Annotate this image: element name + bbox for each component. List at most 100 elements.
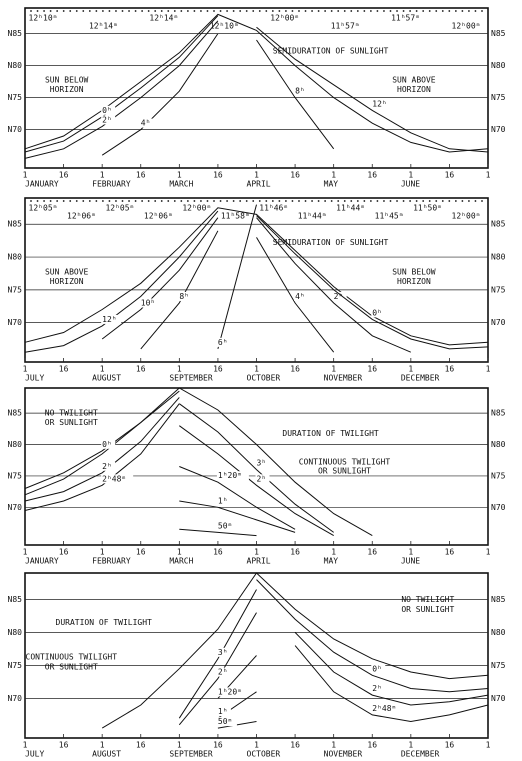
dot-row (369, 200, 372, 202)
curve (24, 390, 180, 489)
dot-row (43, 10, 45, 12)
dot-row (324, 200, 327, 202)
dot-row (134, 200, 137, 202)
dot-row (154, 10, 157, 12)
dot-row (448, 10, 451, 12)
dot-row (422, 10, 425, 12)
dot-row (350, 200, 353, 202)
x-tick-label: 1 (100, 548, 105, 557)
x-tick-label: 16 (59, 741, 69, 750)
dot-row (30, 10, 32, 12)
curve (256, 26, 489, 153)
curve-label: 8ʰ (179, 292, 189, 301)
dot-row (147, 10, 150, 12)
dot-row (481, 10, 483, 12)
curve-label-bg (371, 684, 386, 694)
x-tick-label: 1 (486, 548, 491, 557)
dot-row (154, 200, 157, 202)
x-tick-label: 1 (100, 741, 105, 750)
x-tick-label: 1 (177, 365, 182, 374)
curve-label: 2ʰ (102, 462, 112, 471)
month-label: OCTOBER (247, 374, 281, 383)
dot-row (115, 200, 117, 202)
y-tick-label: N85 (8, 595, 23, 604)
curve-label-bg (101, 439, 116, 449)
curve-label: 1ʰ20ᵐ (218, 471, 242, 480)
curve-label: 2ʰ48ᵐ (372, 704, 396, 713)
dot-row (376, 200, 379, 202)
x-tick-label: 16 (290, 365, 300, 374)
y-tick-label: N75 (8, 471, 23, 480)
curve-label-bg (216, 521, 237, 531)
dot-row (186, 200, 189, 202)
x-tick-label: 16 (367, 365, 377, 374)
dot-row (278, 200, 281, 202)
curve (294, 632, 489, 706)
dot-row (232, 200, 235, 202)
x-tick-label: 1 (177, 171, 182, 180)
time-label: 11ʰ46ᵐ (259, 204, 288, 213)
curve-label: 12ʰ (372, 99, 386, 108)
y-tick-label: N80 (8, 253, 23, 262)
curve-label: 1ʰ (218, 496, 228, 505)
dot-row (36, 10, 39, 12)
curve-label: 2ʰ48ᵐ (102, 474, 126, 483)
x-tick-label: 16 (445, 741, 455, 750)
y-tick-label: N70 (8, 125, 23, 134)
dot-row (304, 10, 307, 12)
y-tick-label-right: N80 (491, 628, 506, 637)
curve-label: 8ʰ (295, 87, 305, 96)
dot-row (206, 10, 209, 12)
curve (140, 230, 219, 350)
x-tick-label: 16 (213, 548, 223, 557)
dot-row (441, 10, 444, 12)
dot-row (36, 200, 39, 202)
curve-label-bg (139, 298, 160, 308)
annotation: NO TWILIGHT (401, 595, 454, 604)
dot-row (474, 10, 477, 12)
curve-label-bg (371, 703, 404, 713)
y-tick-label-right: N70 (491, 125, 506, 134)
curve-label-bg (294, 86, 309, 96)
dot-row (271, 10, 274, 12)
dot-row (75, 200, 78, 202)
curve (24, 210, 219, 353)
curve-label: 50ᵐ (218, 717, 232, 726)
dot-row (311, 200, 313, 202)
month-label: JANUARY (25, 557, 59, 566)
dot-row (121, 10, 124, 12)
x-tick-label: 16 (213, 365, 223, 374)
dot-row (422, 200, 425, 202)
dot-row (396, 10, 398, 12)
x-tick-label: 1 (408, 741, 413, 750)
dot-row (193, 200, 196, 202)
dot-row (304, 200, 307, 202)
dot-row (285, 10, 287, 12)
month-label: NOVEMBER (324, 750, 363, 759)
y-tick-label-right: N80 (491, 440, 506, 449)
month-label: JULY (25, 374, 44, 383)
dot-row (200, 200, 202, 202)
dot-row (88, 200, 91, 202)
curve (101, 33, 219, 156)
x-tick-label: 16 (136, 365, 146, 374)
curve-label-bg (216, 647, 231, 657)
x-tick-label: 1 (254, 365, 259, 374)
curve (294, 645, 489, 723)
y-tick-label-right: N85 (491, 220, 506, 229)
x-tick-label: 16 (290, 548, 300, 557)
curve (24, 387, 373, 537)
dot-row (69, 200, 72, 202)
time-label: 12ʰ14ᵐ (89, 22, 118, 31)
time-label: 12ʰ00ᵐ (452, 22, 481, 31)
dot-row (134, 10, 137, 12)
curve-label: 0ʰ (372, 308, 382, 317)
dot-row (468, 200, 470, 202)
dot-row (428, 200, 431, 202)
month-label: JULY (25, 750, 44, 759)
curve-label-bg (101, 474, 134, 484)
curve (178, 589, 257, 719)
y-tick-label-right: N75 (491, 661, 506, 670)
dot-row (213, 200, 215, 202)
curve-label: 12ʰ (102, 315, 116, 324)
